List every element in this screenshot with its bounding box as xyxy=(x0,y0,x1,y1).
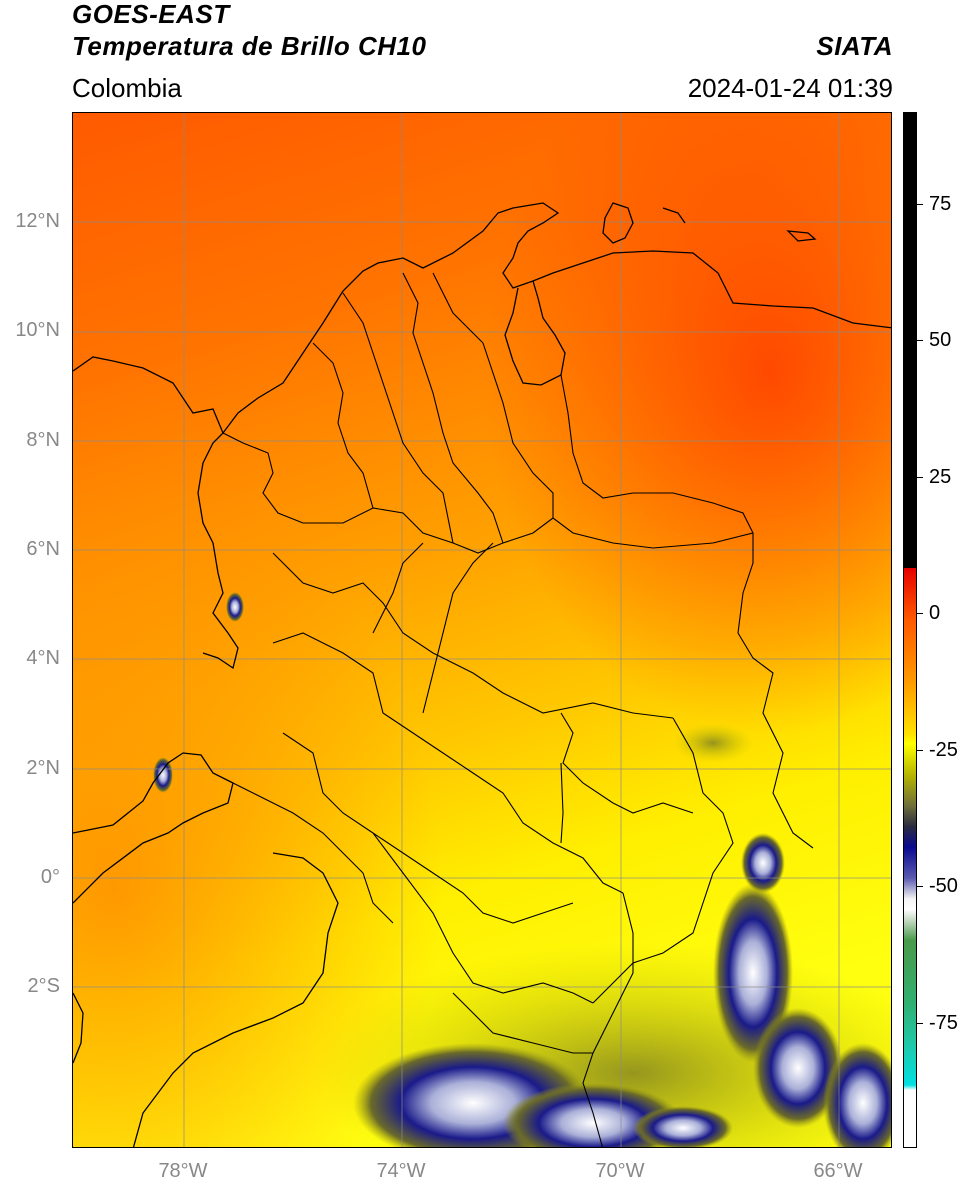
region-label: Colombia xyxy=(72,73,182,103)
product-title: Temperatura de Brillo CH10 xyxy=(72,31,427,61)
colorbar-tick xyxy=(917,340,923,341)
gridlines xyxy=(73,113,891,1147)
brightness-temperature-map xyxy=(73,113,891,1147)
colorbar-tick xyxy=(917,477,923,478)
lat-tick-label: 12°N xyxy=(15,210,60,232)
lat-tick-label: 4°N xyxy=(26,647,60,669)
colorbar-tick xyxy=(917,204,923,205)
lat-tick-label: 8°N xyxy=(26,429,60,451)
colorbar-tick xyxy=(917,613,923,614)
colorbar-label: -25 xyxy=(929,739,958,761)
lon-tick-label: 74°W xyxy=(376,1160,426,1182)
lat-tick-label: 0° xyxy=(40,866,60,888)
colorbar-label: -50 xyxy=(929,875,958,897)
lon-tick-label: 70°W xyxy=(595,1160,645,1182)
colorbar-tick xyxy=(917,886,923,887)
lat-tick-label: 2°S xyxy=(27,975,60,997)
lat-tick-label: 6°N xyxy=(26,538,60,560)
lat-tick-label: 10°N xyxy=(15,319,60,341)
organization-label: SIATA xyxy=(816,31,893,61)
lat-tick-label: 2°N xyxy=(26,757,60,779)
coastlines xyxy=(73,202,891,1147)
department-borders xyxy=(222,272,814,1147)
satellite-title: GOES-EAST xyxy=(72,0,230,29)
colorbar-label: 25 xyxy=(929,466,952,488)
colorbar-tick xyxy=(917,750,923,751)
colorbar-label: -75 xyxy=(929,1012,958,1034)
datetime-label: 2024-01-24 01:39 xyxy=(687,73,893,103)
colorbar xyxy=(903,112,917,1148)
map-panel xyxy=(72,112,892,1148)
colorbar-label: 50 xyxy=(929,329,952,351)
colorbar-label: 75 xyxy=(929,193,952,215)
lon-tick-label: 66°W xyxy=(813,1160,863,1182)
colorbar-gradient xyxy=(904,113,916,1147)
colorbar-tick xyxy=(917,1023,923,1024)
lon-tick-label: 78°W xyxy=(158,1160,208,1182)
colorbar-label: 0 xyxy=(929,602,941,624)
